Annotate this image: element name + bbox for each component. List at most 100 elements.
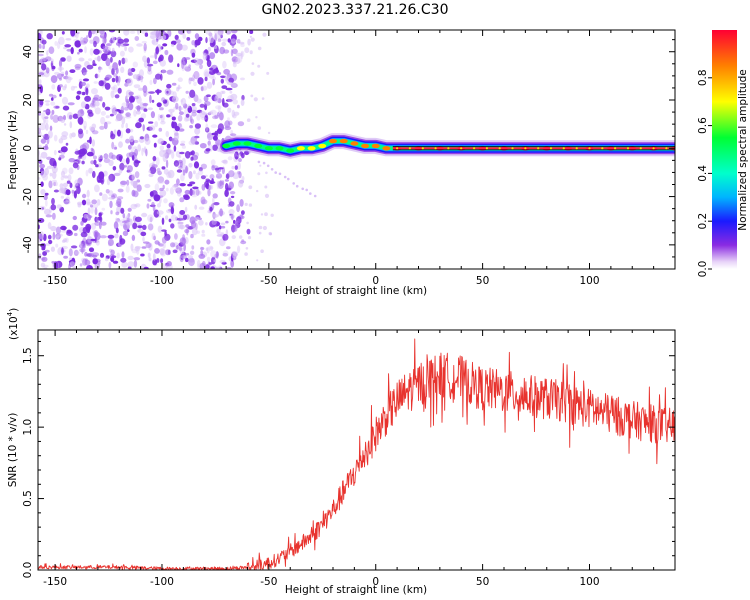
noise-speckle <box>250 94 254 98</box>
noise-speckle <box>130 180 135 186</box>
noise-speckle <box>201 184 206 191</box>
noise-speckle <box>191 40 196 46</box>
noise-speckle <box>137 144 142 152</box>
noise-speckle <box>190 136 198 145</box>
noise-speckle <box>148 257 152 262</box>
snr-multiplier-close: ) <box>8 308 20 312</box>
noise-speckle <box>111 255 117 258</box>
noise-speckle <box>74 232 78 237</box>
noise-speckle <box>105 43 112 47</box>
noise-speckle <box>127 165 133 173</box>
noise-speckle <box>66 189 70 194</box>
ridge-highlight <box>524 147 527 150</box>
noise-speckle <box>235 57 241 64</box>
noise-speckle <box>208 111 214 115</box>
noise-speckle <box>59 65 62 73</box>
noise-speckle <box>94 107 101 115</box>
noise-speckle <box>222 98 225 107</box>
noise-speckle <box>210 266 215 269</box>
ridge-highlight <box>626 147 630 150</box>
noise-speckle <box>172 91 177 100</box>
noise-speckle <box>104 257 109 262</box>
noise-speckle <box>78 57 85 62</box>
noise-speckle <box>140 76 143 83</box>
noise-speckle <box>172 185 178 188</box>
noise-speckle <box>53 261 59 269</box>
noise-speckle <box>81 245 84 254</box>
x-tick-label: -50 <box>260 275 277 287</box>
noise-speckle <box>180 143 185 146</box>
snr-ylabel: SNR (10 * v/v) <box>7 413 19 488</box>
noise-speckle <box>147 63 154 67</box>
noise-speckle <box>137 225 143 229</box>
noise-speckle <box>49 172 53 177</box>
noise-speckle <box>206 94 211 97</box>
ridge-point <box>361 143 370 149</box>
noise-speckle <box>217 167 224 170</box>
noise-speckle <box>220 225 226 229</box>
noise-speckle <box>51 165 58 174</box>
noise-speckle <box>73 190 77 199</box>
noise-speckle <box>83 120 88 129</box>
noise-speckle <box>74 150 82 155</box>
noise-speckle <box>180 97 187 107</box>
noise-speckle <box>187 105 193 113</box>
noise-speckle <box>60 118 65 123</box>
noise-speckle <box>141 147 144 156</box>
y-tick-label: 0.5 <box>22 490 34 507</box>
noise-speckle <box>216 128 223 135</box>
noise-speckle <box>95 30 98 35</box>
noise-speckle <box>161 166 166 170</box>
noise-speckle <box>51 171 57 180</box>
noise-speckle <box>121 57 126 65</box>
noise-speckle <box>147 252 151 258</box>
noise-speckle <box>155 157 160 166</box>
noise-speckle <box>65 237 69 243</box>
noise-speckle <box>72 113 79 119</box>
noise-speckle <box>233 224 238 232</box>
noise-speckle <box>46 33 53 40</box>
noise-speckle <box>159 248 165 256</box>
noise-speckle <box>121 261 128 268</box>
noise-speckle <box>188 30 192 34</box>
noise-speckle <box>211 218 217 226</box>
noise-speckle <box>174 186 181 192</box>
noise-speckle <box>222 250 229 257</box>
noise-speckle <box>38 53 44 57</box>
noise-speckle <box>66 112 74 120</box>
noise-speckle <box>84 46 87 54</box>
noise-speckle <box>123 30 130 36</box>
noise-speckle <box>103 121 108 130</box>
noise-speckle <box>229 133 237 137</box>
noise-speckle <box>112 260 119 264</box>
noise-speckle <box>191 111 197 117</box>
noise-speckle <box>218 265 223 269</box>
noise-speckle <box>205 264 210 269</box>
noise-speckle <box>101 207 106 211</box>
noise-speckle <box>240 77 245 81</box>
noise-speckle <box>141 212 148 218</box>
y-tick-label: 20 <box>22 93 34 106</box>
spectrogram-axes: -150 -100 -50 0 50 100 -40 -20 0 20 40 <box>22 30 676 287</box>
noise-speckle <box>116 252 120 259</box>
noise-speckle <box>51 97 54 101</box>
noise-speckle <box>218 225 222 230</box>
noise-speckle <box>113 73 118 77</box>
noise-speckle <box>151 164 158 169</box>
noise-speckle <box>51 84 56 90</box>
noise-speckle <box>46 136 50 145</box>
noise-speckle <box>250 37 255 42</box>
noise-speckle <box>174 233 178 240</box>
noise-speckle <box>116 113 122 121</box>
noise-speckle <box>71 189 75 194</box>
noise-speckle <box>219 208 224 217</box>
noise-speckle <box>237 104 240 109</box>
noise-speckle <box>212 135 218 141</box>
noise-speckle <box>111 141 115 150</box>
noise-speckle <box>151 39 159 46</box>
noise-speckle <box>142 224 147 230</box>
noise-speckle <box>190 59 197 63</box>
noise-speckle <box>121 123 124 129</box>
noise-speckle <box>118 59 122 66</box>
noise-speckle <box>157 225 163 233</box>
